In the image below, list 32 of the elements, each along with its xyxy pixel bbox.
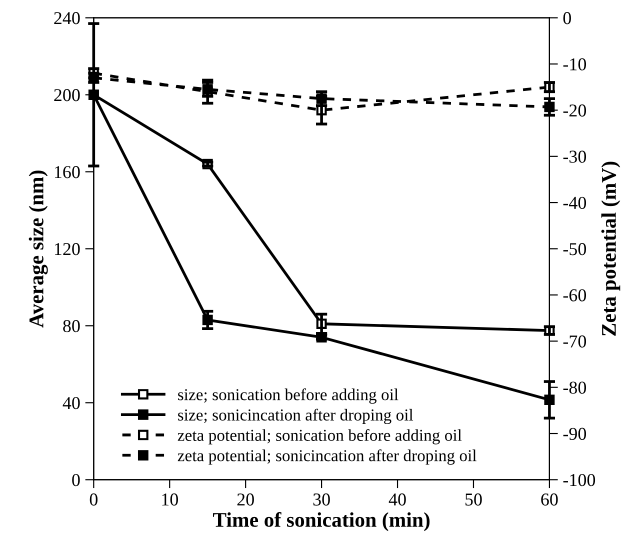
y2-tick-label: -60 xyxy=(563,289,586,302)
y2-axis-title: Zeta potential (mV) xyxy=(601,162,620,336)
x-tick-label: 50 xyxy=(466,493,482,506)
y2-tick-label: -100 xyxy=(563,474,596,486)
y-tick-label: 80 xyxy=(63,320,80,332)
y2-tick-label: -40 xyxy=(563,196,586,209)
y2-tick-label: -20 xyxy=(563,104,586,117)
legend-label: zeta potential; sonicincation after droping oil xyxy=(178,449,476,465)
y-tick-label: 240 xyxy=(54,12,80,24)
legend-label: zeta potential; sonication before adding oil xyxy=(178,429,462,444)
y-tick-label: 200 xyxy=(54,89,80,102)
x-tick-label: 10 xyxy=(162,493,178,506)
y2-tick-label: -70 xyxy=(563,335,586,348)
legend-label: size; sonicincation after droping oil xyxy=(178,408,414,424)
y-tick-label: 0 xyxy=(72,474,80,486)
y-axis-title: Average size (nm) xyxy=(28,170,48,328)
x-tick-label: 30 xyxy=(313,493,330,506)
legend-label: size; sonication before adding oil xyxy=(178,388,398,404)
y2-tick-label: -10 xyxy=(563,58,586,70)
y2-tick-label: -30 xyxy=(563,150,586,163)
y2-tick-label: 0 xyxy=(563,12,571,24)
y-tick-label: 120 xyxy=(54,243,80,256)
y2-tick-label: -80 xyxy=(563,382,586,394)
x-tick-label: 60 xyxy=(541,493,558,506)
y-tick-label: 160 xyxy=(54,166,80,178)
x-tick-label: 0 xyxy=(90,493,98,506)
x-tick-label: 20 xyxy=(237,493,254,506)
x-tick-label: 40 xyxy=(388,493,406,506)
y2-tick-label: -90 xyxy=(563,428,586,440)
x-axis-title: Time of sonication (min) xyxy=(212,512,430,532)
y-tick-label: 40 xyxy=(62,396,80,410)
y2-tick-label: -50 xyxy=(563,243,586,256)
